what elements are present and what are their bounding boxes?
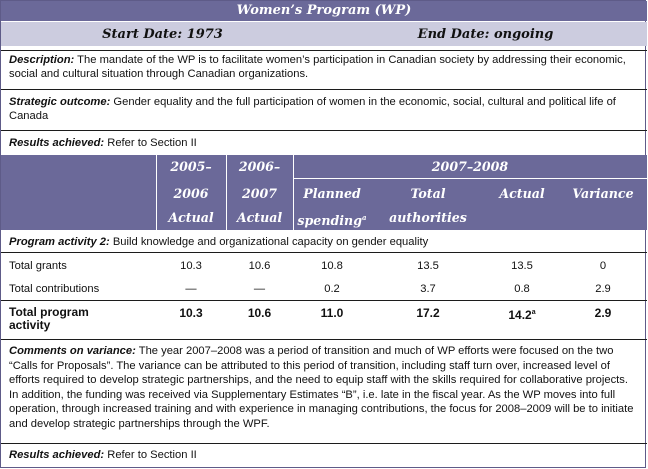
comments-label: Comments on variance: (9, 345, 136, 357)
results2-label: Results achieved: (9, 449, 105, 461)
description-label: Description: (9, 54, 75, 66)
row-value: 10.3 (180, 260, 202, 272)
strategic-label: Strategic outcome: (9, 96, 111, 108)
col1-sub: Actual (168, 210, 214, 225)
row-value: 0.8 (514, 283, 530, 295)
divider (1, 339, 647, 340)
col-divider (293, 155, 294, 230)
total-value: 17.2 (416, 306, 440, 320)
total-value: 14.2a (508, 308, 536, 322)
row-value: — (185, 283, 197, 295)
row-label: Total grants (9, 260, 67, 272)
divider (1, 89, 647, 90)
program-activity: Program activity 2: Build knowledge and … (9, 235, 639, 249)
actual-header: Actual (499, 186, 545, 201)
total-header-b: authorities (389, 210, 467, 225)
strategic-text: Gender equality and the full participati… (9, 96, 616, 123)
total-value: 11.0 (320, 306, 344, 320)
group-header: 2007–2008 (431, 159, 509, 174)
variance-header: Variance (572, 186, 634, 201)
col2-year-a: 2006– (238, 159, 281, 174)
row-value: — (253, 283, 266, 295)
total-value: 10.6 (247, 306, 272, 320)
row-value: 0 (599, 260, 607, 272)
total-value: 2.9 (594, 306, 612, 320)
row-value: 2.9 (595, 283, 611, 295)
end-date: End Date: ongoing (417, 27, 554, 42)
results-achieved-2: Results achieved: Refer to Section II (9, 448, 639, 462)
row-value: 0.2 (324, 283, 340, 295)
program-activity-text: Build knowledge and organizational capac… (109, 236, 429, 248)
row-label: Total contributions (9, 283, 100, 295)
total-header-a: Total (410, 186, 446, 201)
col1-year-b: 2006 (173, 186, 209, 201)
strategic-outcome: Strategic outcome: Gender equality and t… (9, 95, 639, 124)
total-value: 10.3 (179, 306, 203, 320)
divider (1, 300, 647, 301)
divider (1, 252, 647, 253)
planned-header-a: Planned (303, 186, 361, 201)
total-label: Total program activity (9, 305, 89, 332)
results2-text: Refer to Section II (104, 449, 197, 461)
row-value: 13.5 (417, 260, 439, 272)
planned-header-b: spendinga (297, 213, 367, 229)
results-label: Results achieved: (9, 137, 105, 149)
col-divider (226, 155, 227, 230)
col1-year-a: 2005– (170, 159, 212, 174)
program-title: Women’s Program (WP) (1, 1, 647, 21)
program-activity-label: Program activity 2: (9, 236, 110, 248)
date-band: Start Date: 1973 End Date: ongoing (1, 22, 647, 46)
results-achieved: Results achieved: Refer to Section II (9, 136, 639, 150)
comments-text: The year 2007–2008 was a period of trans… (9, 345, 634, 430)
group-underline (293, 178, 647, 179)
table-header: 2005– 2006 Actual 2006– 2007 Actual 2007… (1, 155, 647, 230)
description-text: The mandate of the WP is to facilitate w… (9, 54, 626, 81)
comments-on-variance: Comments on variance: The year 2007–2008… (9, 344, 639, 432)
row-value: 10.8 (321, 260, 343, 272)
row-value: 13.5 (511, 260, 533, 272)
col-divider (156, 155, 157, 230)
row-value: 10.6 (248, 260, 271, 272)
col2-sub: Actual (236, 210, 283, 225)
start-date: Start Date: 1973 (102, 27, 223, 42)
row-value: 3.7 (420, 283, 436, 295)
divider (1, 50, 647, 51)
col2-year-b: 2007 (241, 186, 278, 201)
results-text: Refer to Section II (104, 137, 197, 149)
divider (1, 130, 647, 131)
description: Description: The mandate of the WP is to… (9, 53, 639, 82)
divider (1, 443, 647, 444)
